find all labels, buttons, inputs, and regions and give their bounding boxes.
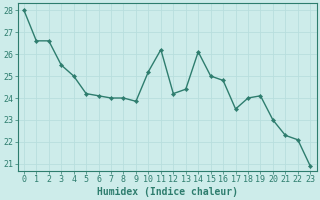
X-axis label: Humidex (Indice chaleur): Humidex (Indice chaleur) — [97, 186, 237, 197]
